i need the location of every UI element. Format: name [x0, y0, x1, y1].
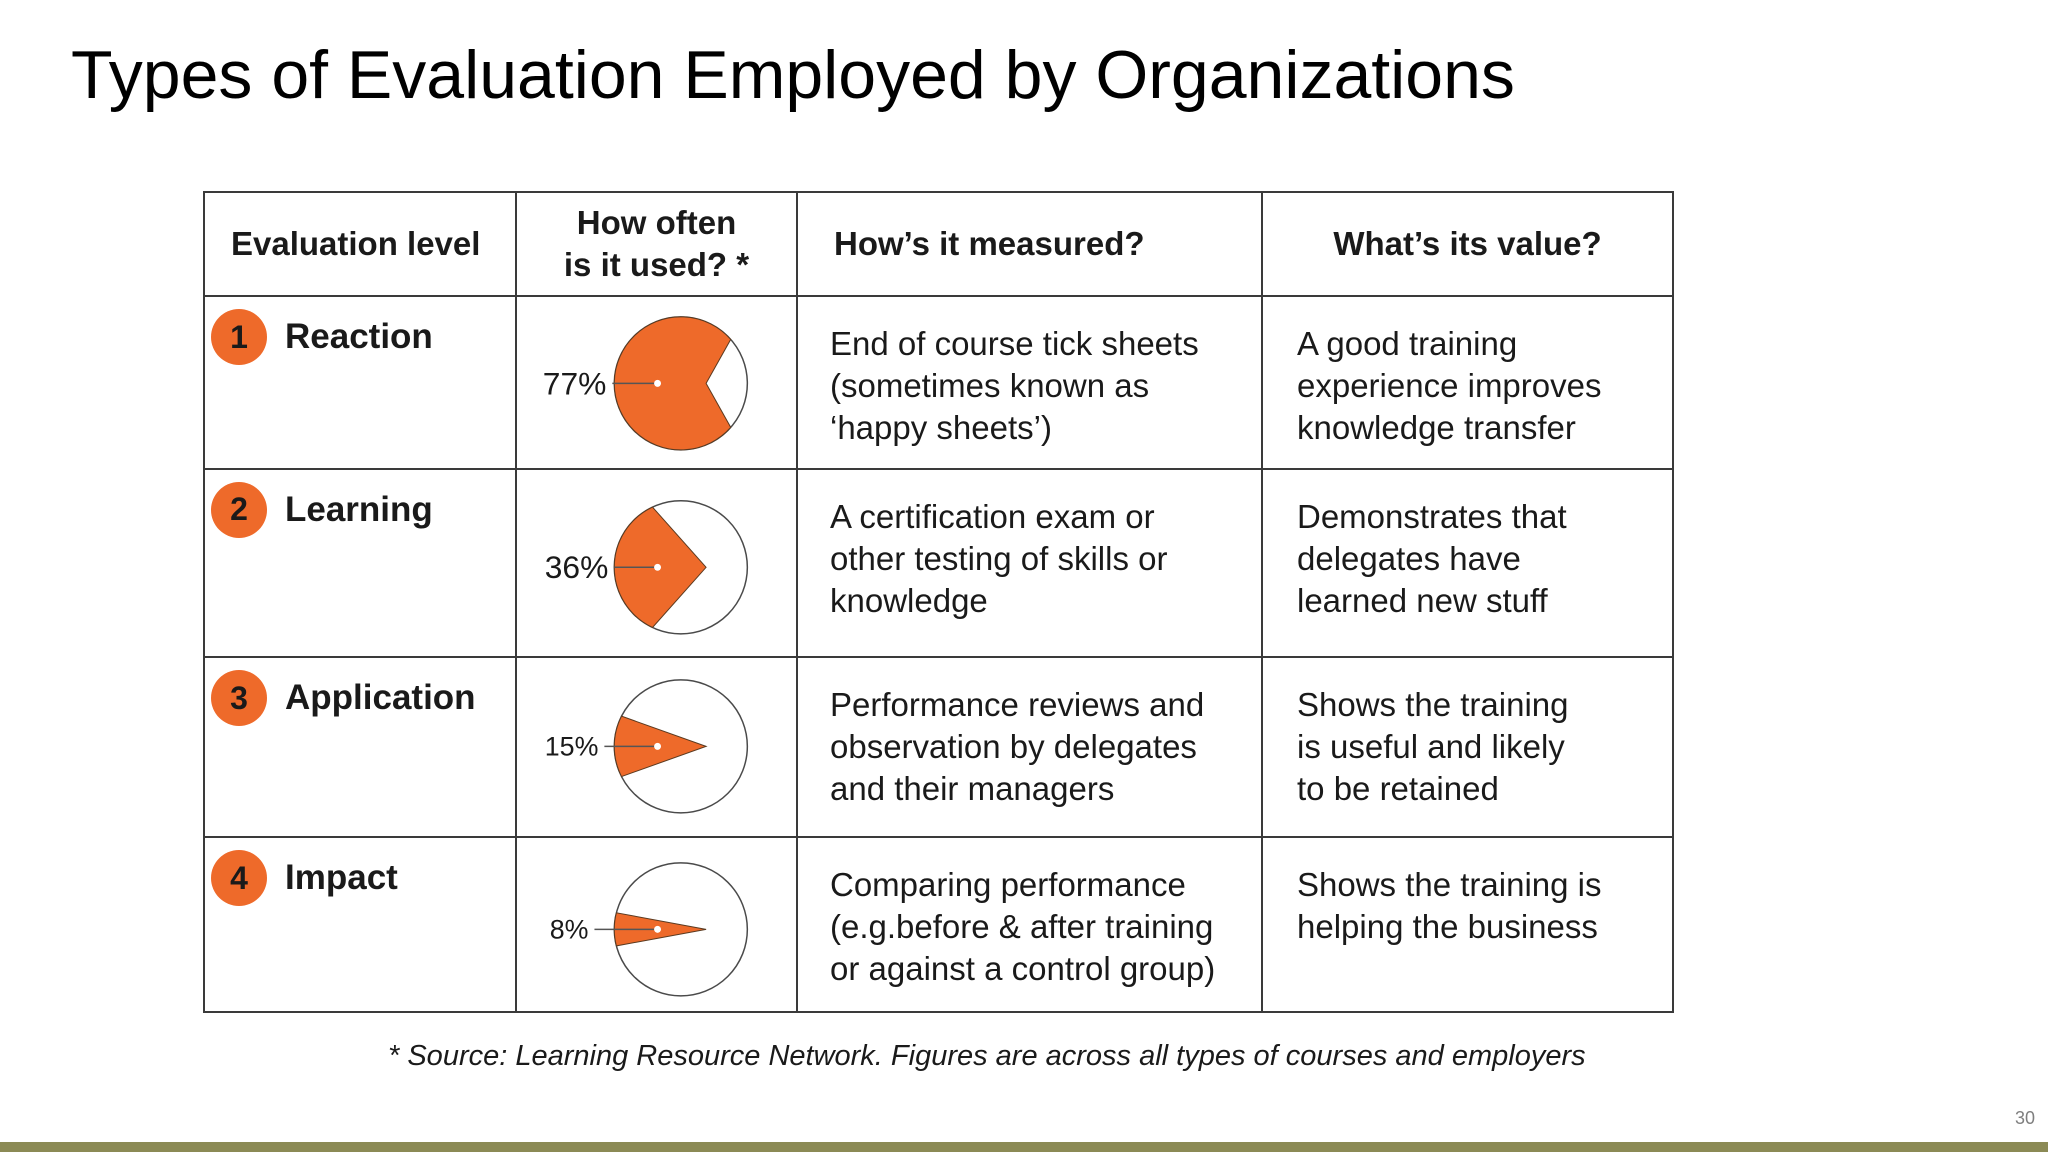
value-description: Shows the training is useful and likely …	[1261, 656, 1674, 839]
level-name: Reaction	[285, 317, 433, 356]
footer-bar	[0, 1142, 2048, 1152]
level-name: Impact	[285, 858, 398, 898]
level-number-badge: 2	[211, 481, 267, 538]
level-number-badge: 4	[211, 850, 267, 907]
measured-description: A certification exam or other testing of…	[796, 467, 1263, 659]
usage-percent-label: 8%	[550, 914, 589, 944]
pie-leader-dot	[654, 379, 662, 387]
page-number: 30	[2014, 1108, 2035, 1128]
header-how-often-used: How often is it used? *	[515, 191, 798, 297]
table-header-row: Evaluation level How often is it used? *…	[203, 191, 1674, 297]
pie-leader-dot	[654, 926, 662, 933]
usage-percent-label: 15%	[545, 732, 599, 762]
usage-pie-cell: 15%	[515, 656, 798, 839]
value-description: Shows the training is helping the busine…	[1261, 836, 1674, 1013]
usage-pie-cell: 36%	[515, 467, 798, 659]
level-number-badge: 3	[211, 670, 267, 727]
table-row: 4 Impact 8% Comparing performance (e.g.b…	[203, 836, 1674, 1013]
value-description: Demonstrates that delegates have learned…	[1261, 467, 1674, 659]
usage-pie-cell: 8%	[515, 836, 798, 1013]
level-cell: 4 Impact	[203, 836, 517, 1013]
header-evaluation-level: Evaluation level	[203, 191, 517, 297]
level-cell: 1 Reaction	[203, 295, 517, 470]
usage-pie-cell: 77%	[515, 295, 798, 470]
header-how-measured: How’s it measured?	[796, 191, 1263, 297]
level-cell: 2 Learning	[203, 467, 517, 659]
header-value: What’s its value?	[1261, 191, 1674, 297]
table-row: 3 Application 15% Performance reviews an…	[203, 656, 1674, 839]
source-note: * Source: Learning Resource Network. Fig…	[388, 1040, 1586, 1072]
evaluation-table: Evaluation level How often is it used? *…	[203, 191, 1674, 1013]
measured-description: End of course tick sheets (sometimes kno…	[796, 295, 1263, 470]
level-number-badge: 1	[211, 309, 267, 365]
value-description: A good training experience improves know…	[1261, 295, 1674, 470]
usage-pie-chart: 15%	[545, 679, 749, 815]
pie-leader-dot	[654, 563, 662, 571]
usage-percent-label: 36%	[545, 549, 609, 585]
table-row: 2 Learning 36% A certification exam or o…	[203, 467, 1674, 659]
level-cell: 3 Application	[203, 656, 517, 839]
usage-pie-chart: 8%	[550, 862, 749, 997]
usage-percent-label: 77%	[543, 365, 607, 401]
measured-description: Performance reviews and observation by d…	[796, 656, 1263, 839]
table-row: 1 Reaction 77% End of course tick sheets…	[203, 295, 1674, 470]
level-name: Application	[285, 678, 476, 718]
usage-pie-chart: 36%	[545, 499, 749, 635]
measured-description: Comparing performance (e.g.before & afte…	[796, 836, 1263, 1013]
level-name: Learning	[285, 489, 433, 529]
usage-pie-chart: 77%	[543, 316, 749, 451]
pie-leader-dot	[654, 743, 662, 751]
slide-title: Types of Evaluation Employed by Organiza…	[71, 37, 1515, 113]
